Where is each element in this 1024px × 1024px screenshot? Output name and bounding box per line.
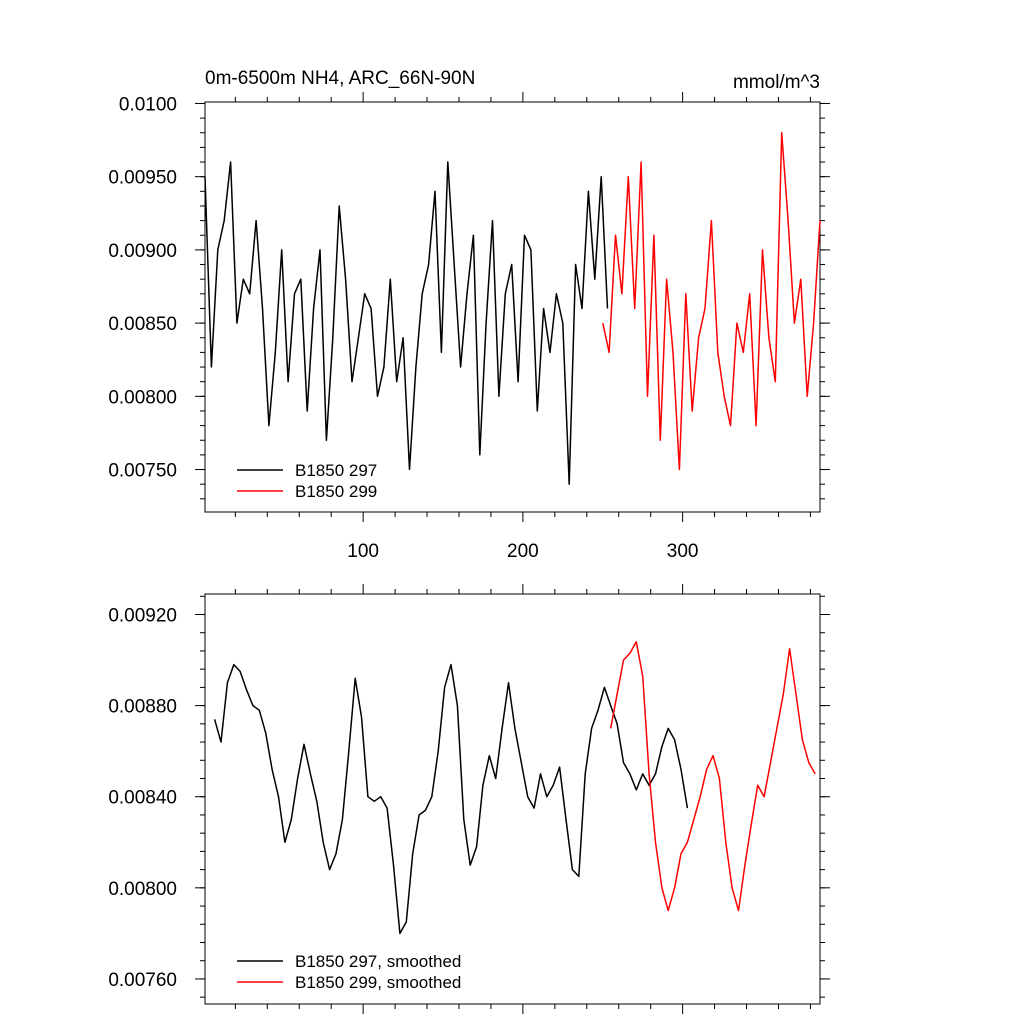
- bottom-x-axis: [234, 584, 811, 1014]
- bottom-plot-frame: [204, 593, 821, 1005]
- bottom-series-line-b1850-297: [213, 663, 689, 935]
- top-x-tick-label: 100: [347, 541, 379, 562]
- bottom-series-line-b1850-299: [609, 641, 816, 912]
- bottom-y-tick-label: 0.00920: [108, 606, 177, 627]
- bottom-legend-label-b1850-297-smoothed: B1850 297, smoothed: [295, 952, 461, 971]
- top-y-tick-label: 0.00850: [108, 314, 177, 335]
- top-legend: B1850 297 B1850 299: [237, 461, 377, 501]
- top-series-group: [204, 132, 821, 485]
- bottom-y-axis: 0.00760 0.00800 0.00840 0.00880 0.00920: [108, 595, 830, 998]
- bottom-panel: 0.00760 0.00800 0.00840 0.00880 0.00920 B185…: [108, 584, 830, 1014]
- bottom-y-tick-label: 0.00760: [108, 970, 177, 991]
- top-x-axis: 100 200 300: [234, 92, 811, 562]
- top-series-line-b1850-299: [602, 132, 821, 471]
- top-plot-frame: [204, 101, 821, 513]
- top-y-tick-label: 0.00950: [108, 168, 177, 189]
- top-y-tick-label: 0.00800: [108, 387, 177, 408]
- top-units-label: mmol/m^3: [733, 72, 820, 93]
- top-y-axis: 0.00750 0.00800 0.00850 0.00900 0.00950 0.010…: [108, 94, 830, 500]
- top-chart-title: 0m-6500m NH4, ARC_66N-90N: [205, 68, 475, 89]
- top-legend-label-b1850-297: B1850 297: [295, 461, 377, 480]
- bottom-y-tick-label: 0.00800: [108, 879, 177, 900]
- bottom-series-group: [213, 641, 816, 935]
- top-x-tick-label: 300: [667, 541, 699, 562]
- top-series-line-b1850-297: [204, 161, 609, 485]
- top-panel: 0m-6500m NH4, ARC_66N-90N mmol/m^3 0.007…: [108, 68, 830, 562]
- bottom-legend: B1850 297, smoothed B1850 299, smoothed: [237, 952, 461, 992]
- bottom-legend-label-b1850-299-smoothed: B1850 299, smoothed: [295, 973, 461, 992]
- bottom-y-tick-label: 0.00880: [108, 697, 177, 718]
- top-y-tick-label: 0.00900: [108, 241, 177, 262]
- bottom-y-tick-label: 0.00840: [108, 788, 177, 809]
- top-y-tick-label: 0.0100: [119, 94, 177, 115]
- top-y-tick-label: 0.00750: [108, 461, 177, 482]
- top-legend-label-b1850-299: B1850 299: [295, 482, 377, 501]
- top-x-tick-label: 200: [507, 541, 539, 562]
